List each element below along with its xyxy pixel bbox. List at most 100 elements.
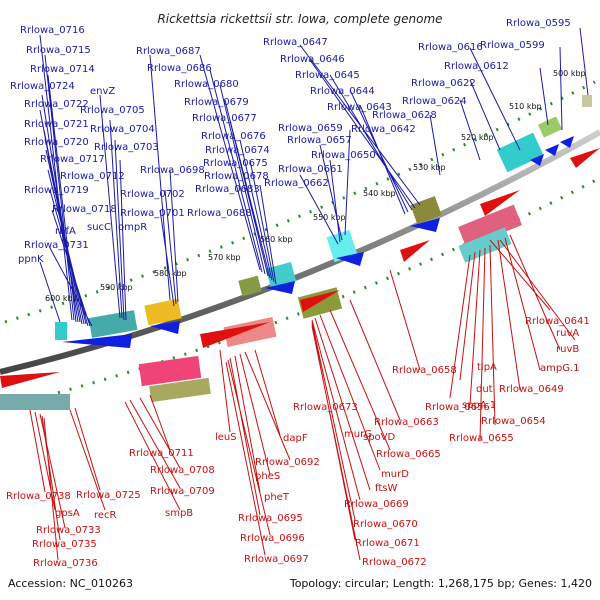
gene-label: Rrlowa_0654 — [481, 416, 546, 427]
gene-label: tlpA — [477, 362, 497, 373]
leader-blue — [39, 34, 93, 327]
gene-label: Rrlowa_0712 — [60, 171, 125, 182]
red-gene-labels: Rrlowa_0641 ruvA ruvB ampG.1 Rrlowa_0649… — [6, 316, 590, 569]
gene-label: Rrlowa_0661 — [278, 164, 343, 175]
label-leader-lines — [29, 27, 589, 561]
gene-arrow-blue — [62, 334, 132, 348]
gene-label: Rrlowa_0709 — [150, 486, 215, 497]
leader-red — [449, 234, 576, 441]
feature-block — [496, 132, 544, 173]
feature-block — [55, 322, 67, 340]
gene-label: Rrlowa_0686 — [147, 63, 212, 74]
gene-label: Rrlowa_0675 — [203, 158, 268, 169]
gene-label: Rrlowa_0698 — [140, 165, 205, 176]
gene-label: Rrlowa_0595 — [506, 18, 571, 29]
feature-block — [144, 298, 182, 326]
gene-label: spoVD — [363, 432, 396, 443]
gene-arrow-blue — [410, 218, 440, 232]
gene-label: leuS — [215, 432, 237, 443]
feature-block — [149, 377, 211, 403]
accession-text: Accession: NC_010263 — [8, 577, 133, 590]
backbone-arc — [0, 129, 600, 375]
leader-blue — [299, 44, 421, 215]
gene-label: ompR — [118, 222, 147, 233]
gene-label: Rrlowa_0692 — [255, 457, 320, 468]
gene-label: Rrlowa_0716 — [20, 25, 85, 36]
gene-label: Rrlowa_0724 — [10, 81, 75, 92]
kbp-tick-labels: 500 kbp 510 kbp 520 kbp 530 kbp 540 kbp … — [45, 69, 586, 303]
gene-label: Rrlowa_0677 — [192, 113, 257, 124]
gene-label: Rrlowa_0725 — [76, 490, 141, 501]
leader-blue — [299, 129, 351, 245]
gene-label: Rrlowa_0624 — [402, 96, 467, 107]
map-title: Rickettsia rickettsii str. Iowa, complet… — [157, 12, 442, 26]
gene-label: ruvA — [556, 328, 579, 339]
tick-label-550: 550 kbp — [313, 213, 346, 222]
gene-label: gpsA — [55, 508, 80, 519]
gene-label: Rrlowa_0695 — [238, 513, 303, 524]
gene-label: Rrlowa_0669 — [344, 499, 409, 510]
feature-block — [238, 275, 262, 297]
tick-label-540: 540 kbp — [363, 189, 396, 198]
gene-label: Rrlowa_0718 — [52, 204, 117, 215]
gene-label: Rrlowa_0717 — [40, 154, 105, 165]
tick-label-510: 510 kbp — [509, 102, 542, 111]
gene-label: Rrlowa_0642 — [351, 124, 416, 135]
gene-label: Rrlowa_0649 — [499, 384, 564, 395]
gene-label: Rrlowa_0680 — [174, 79, 239, 90]
gene-label: envZ — [90, 86, 115, 97]
tick-label-590: 590 kbp — [100, 283, 133, 292]
tick-label-530: 530 kbp — [413, 163, 446, 172]
gene-label: dapF — [283, 433, 308, 444]
feature-block — [458, 227, 512, 263]
gene-label: Rrlowa_0673 — [293, 402, 358, 413]
gene-label: sppA.1 — [462, 400, 496, 411]
gene-label: ppnK — [18, 254, 44, 265]
gene-label: Rrlowa_0697 — [244, 554, 309, 565]
gene-label: Rrlowa_0663 — [374, 417, 439, 428]
leader-blue — [199, 54, 277, 285]
genome-summary-text: Topology: circular; Length: 1,268,175 bp… — [289, 577, 592, 590]
gene-label: Rrlowa_0616 — [418, 42, 483, 53]
gene-arrow-red — [300, 290, 340, 312]
gene-label: Rrlowa_0674 — [205, 145, 270, 156]
gene-arrow-red — [570, 148, 600, 168]
gene-label: Rrlowa_0714 — [30, 64, 95, 75]
gene-label: rbfA — [55, 226, 76, 237]
gene-label: Rrlowa_0599 — [480, 40, 545, 51]
gene-label: Rrlowa_0645 — [295, 70, 360, 81]
gene-arrow-red — [200, 322, 270, 348]
gene-label: Rrlowa_0641 — [525, 316, 590, 327]
leader-red — [29, 407, 106, 561]
gene-label: Rrlowa_0679 — [184, 97, 249, 108]
feature-block — [138, 355, 202, 387]
gene-label: Rrlowa_0711 — [129, 448, 194, 459]
leader-blue — [429, 47, 521, 176]
gene-label: Rrlowa_0735 — [32, 539, 97, 550]
feature-block — [582, 95, 592, 107]
leader-red — [219, 349, 291, 556]
gene-arrow-blue — [560, 136, 574, 148]
gene-label: Rrlowa_0701 — [120, 208, 185, 219]
gene-arrow-blue — [530, 154, 544, 166]
gene-label: ruvB — [556, 344, 579, 355]
gene-arrow-red — [480, 190, 520, 216]
tick-label-570: 570 kbp — [208, 253, 241, 262]
gene-label: ampG.1 — [540, 363, 580, 374]
leader-blue — [539, 27, 589, 131]
leader-red — [124, 394, 181, 511]
gene-label: Rrlowa_0722 — [24, 99, 89, 110]
gene-label: murG — [344, 429, 372, 440]
gene-label: Rrlowa_0662 — [264, 178, 329, 189]
feature-block — [88, 310, 138, 338]
gene-label: Rrlowa_0656 — [425, 402, 490, 413]
tick-label-500: 500 kbp — [553, 69, 586, 78]
gene-label: Rrlowa_0643 — [327, 102, 392, 113]
gene-label: Rrlowa_0719 — [24, 185, 89, 196]
gene-label: ftsW — [375, 483, 397, 494]
gene-label: Rrlowa_0657 — [287, 135, 352, 146]
gene-label: Rrlowa_0670 — [353, 519, 418, 530]
gene-label: Rrlowa_0658 — [392, 365, 457, 376]
gene-label: Rrlowa_0720 — [24, 137, 89, 148]
gene-label: Rrlowa_0733 — [36, 525, 101, 536]
